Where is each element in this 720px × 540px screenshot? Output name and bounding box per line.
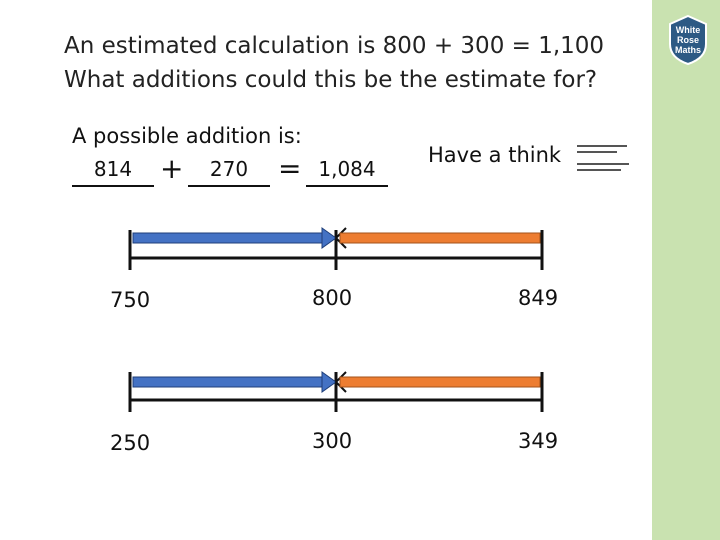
line-2-label-end: 349 <box>518 429 559 453</box>
question-line-2: What additions could this be the estimat… <box>64 67 598 93</box>
line-2-label-start: 250 <box>110 431 151 455</box>
logo-text-rose: Rose <box>677 35 699 45</box>
plus-sign: + <box>160 152 184 185</box>
line-2-label-mid: 300 <box>312 429 353 453</box>
example-intro: A possible addition is: <box>72 124 302 148</box>
equals-sign: = <box>278 152 302 185</box>
number-line-1-orange-arrow <box>334 227 541 249</box>
sidebar-strip <box>652 0 720 540</box>
number-line-2-orange-arrow <box>334 371 541 393</box>
number-line-2-blue-arrow <box>132 371 337 393</box>
line-1-label-end: 849 <box>518 286 559 310</box>
white-rose-maths-logo: White Rose Maths <box>669 14 707 66</box>
question-line-1: An estimated calculation is 800 + 300 = … <box>64 33 605 59</box>
logo-text-white: White <box>676 25 701 35</box>
line-1-label-start: 750 <box>110 288 151 312</box>
sum-blank: 1,084 <box>306 157 388 187</box>
number-line-1 <box>128 227 544 270</box>
have-a-think-prompt: Have a think <box>428 143 562 167</box>
addend-2-blank: 270 <box>188 157 270 187</box>
line-1-label-mid: 800 <box>312 286 353 310</box>
addend-1-blank: 814 <box>72 157 154 187</box>
number-line-2 <box>128 371 544 412</box>
number-line-1-blue-arrow <box>132 227 337 249</box>
slide-thumbnail <box>577 141 631 177</box>
logo-text-maths: Maths <box>675 45 701 55</box>
